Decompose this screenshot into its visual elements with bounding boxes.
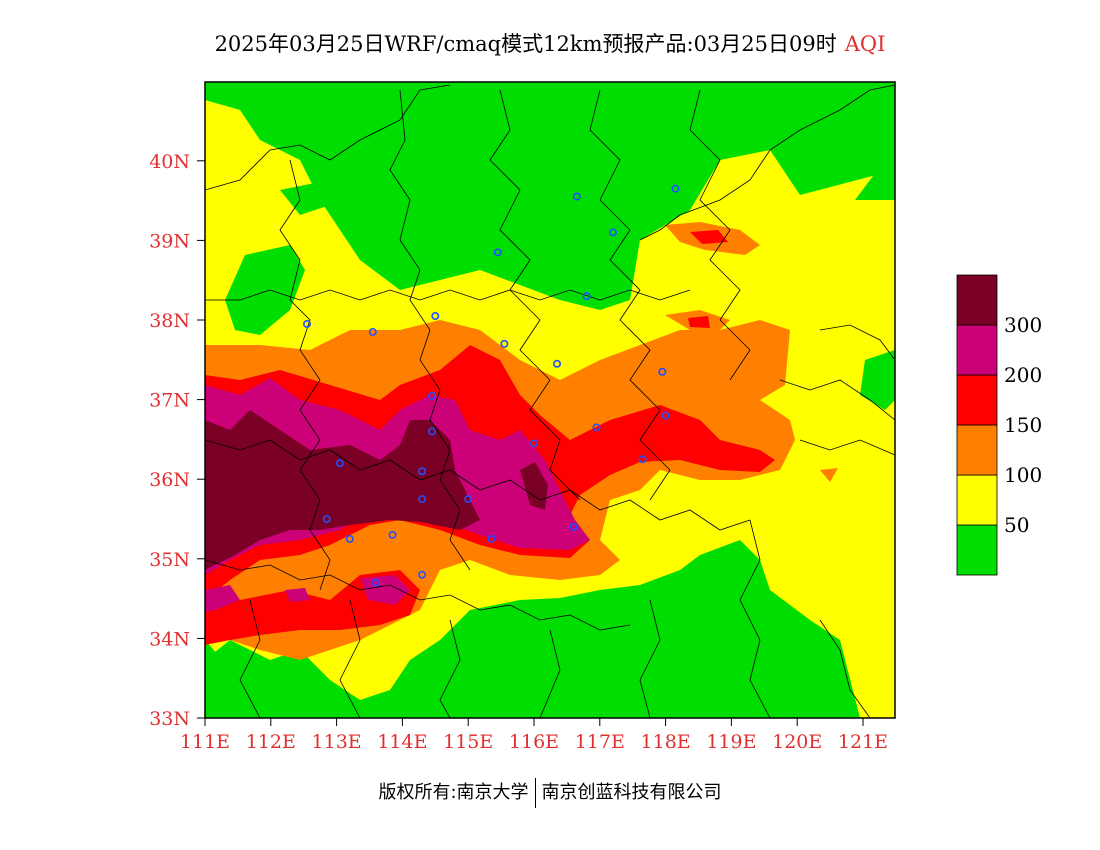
station-marker <box>529 439 538 448</box>
lon-tick-label: 117E <box>575 731 625 753</box>
legend-swatch <box>956 274 998 326</box>
lat-tick-label: 38N <box>149 310 190 332</box>
lat-tick-label: 36N <box>149 469 190 491</box>
station-marker <box>428 427 437 436</box>
map-title: 2025年03月25日WRF/cmaq模式12km预报产品:03月25日09时 A… <box>0 28 1100 58</box>
station-marker <box>582 292 591 301</box>
station-marker <box>431 312 440 321</box>
station-marker <box>418 495 427 504</box>
copyright-separator <box>534 778 536 808</box>
lon-tick-label: 113E <box>312 731 362 753</box>
legend-label: 50 <box>1004 513 1029 537</box>
lat-tick-label: 34N <box>149 628 190 650</box>
aqi-band-green <box>205 82 895 718</box>
station-marker <box>418 467 427 476</box>
station-marker <box>322 514 331 523</box>
longitude-axis: 111E 112E 113E 114E 115E 116E 117E 118E 119E 120E… <box>180 718 888 753</box>
legend-swatch <box>956 524 998 576</box>
legend-swatch <box>956 374 998 426</box>
map-variable-label: AQI <box>844 32 886 56</box>
legend-label: 100 <box>1004 463 1042 487</box>
station-marker <box>661 411 670 420</box>
station-marker <box>592 423 601 432</box>
lon-tick-label: 116E <box>509 731 559 753</box>
lat-tick-label: 40N <box>149 151 190 173</box>
station-marker <box>638 455 647 464</box>
legend-label: 150 <box>1004 413 1042 437</box>
station-marker <box>388 530 397 539</box>
station-marker <box>658 367 667 376</box>
station-marker <box>302 319 311 328</box>
station-marker <box>569 522 578 531</box>
station-marker <box>608 228 617 237</box>
lat-tick-label: 39N <box>149 230 190 252</box>
station-marker <box>464 495 473 504</box>
lon-tick-label: 114E <box>377 731 427 753</box>
station-marker <box>487 534 496 543</box>
station-marker <box>372 578 381 587</box>
lon-tick-label: 120E <box>772 731 822 753</box>
station-marker <box>335 459 344 468</box>
legend-label: 200 <box>1004 363 1042 387</box>
station-marker <box>493 248 502 257</box>
map-title-text: 2025年03月25日WRF/cmaq模式12km预报产品:03月25日09时 <box>214 32 837 56</box>
latitude-axis: 33N 34N 35N 36N 37N 38N 39N 40N <box>149 151 205 730</box>
lon-tick-label: 119E <box>706 731 756 753</box>
legend-swatch <box>956 424 998 476</box>
legend-label: 300 <box>1004 313 1042 337</box>
station-marker <box>572 192 581 201</box>
station-marker <box>428 391 437 400</box>
station-marker <box>500 339 509 348</box>
lon-tick-label: 112E <box>246 731 296 753</box>
legend-swatch <box>956 474 998 526</box>
station-marker <box>345 534 354 543</box>
lat-tick-label: 35N <box>149 549 190 571</box>
lat-tick-label: 37N <box>149 390 190 412</box>
lon-tick-label: 121E <box>838 731 888 753</box>
aqi-band-darkred <box>205 410 548 570</box>
station-marker <box>671 184 680 193</box>
copyright-right: 南京创蓝科技有限公司 <box>541 782 722 803</box>
lat-tick-label: 33N <box>149 708 190 730</box>
lon-tick-label: 111E <box>180 731 230 753</box>
admin-boundaries <box>205 84 895 718</box>
aqi-legend: 50 100 150 200 300 <box>956 274 1042 576</box>
copyright-footer: 版权所有:南京大学 南京创蓝科技有限公司 <box>0 778 1100 808</box>
lon-tick-label: 115E <box>443 731 493 753</box>
lon-tick-label: 118E <box>641 731 691 753</box>
station-marker <box>418 570 427 579</box>
copyright-left: 版权所有:南京大学 <box>378 782 529 803</box>
station-marker <box>553 359 562 368</box>
legend-swatch <box>956 324 998 376</box>
aqi-contour-field <box>205 82 895 718</box>
station-markers <box>302 184 680 587</box>
station-marker <box>368 327 377 336</box>
